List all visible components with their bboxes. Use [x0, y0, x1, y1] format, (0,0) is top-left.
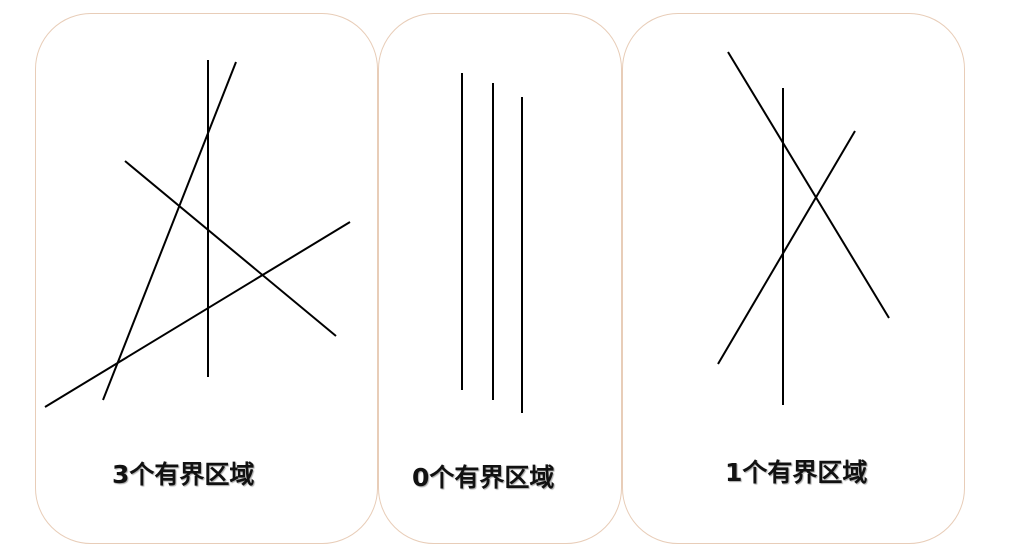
panel-3-line-ascending [717, 130, 856, 365]
panel-1-line-descending [124, 160, 337, 337]
panel-3-caption: 1个有界区域 [725, 458, 868, 487]
panel-three-regions [35, 13, 378, 544]
panel-1-caption: 3个有界区域 [112, 460, 255, 489]
panel-1-line-ascending [44, 221, 351, 408]
panel-1-line-steep [102, 61, 237, 401]
panel-3-line-descending [727, 51, 890, 319]
panel-2-caption: 0个有界区域 [412, 463, 555, 492]
panel-zero-regions [378, 13, 622, 544]
panel-one-region [622, 13, 965, 544]
